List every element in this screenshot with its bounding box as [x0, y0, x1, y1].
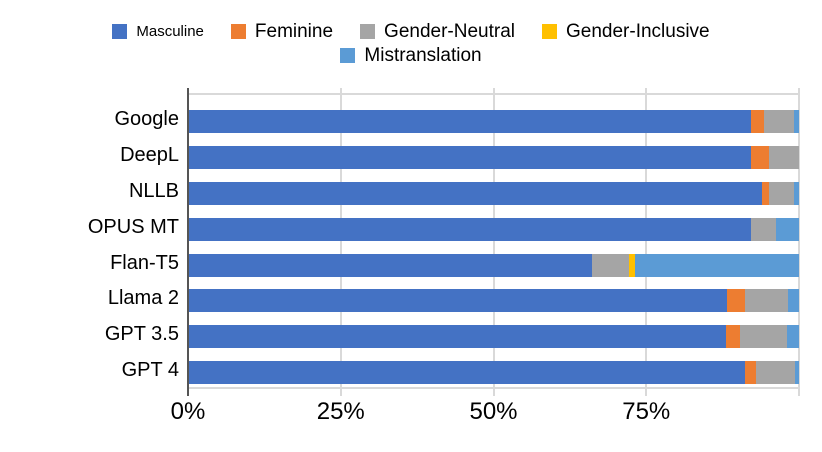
bar-row-gpt-4: [188, 360, 799, 384]
bar-row-flan-t5: [188, 253, 799, 277]
legend-label-feminine: Feminine: [254, 21, 334, 42]
category-label-google: Google: [114, 108, 180, 131]
legend-item-masculine: Masculine: [112, 24, 204, 39]
bar-segment-deepl-gender-neutral: [769, 146, 799, 170]
percent-axis: 0% 25% 50% 75%: [0, 398, 822, 432]
tick-label-75: 75%: [622, 398, 671, 425]
bar-segment-google-mistranslation: [794, 110, 799, 134]
bar-segment-gpt-3-5-masculine: [188, 325, 727, 349]
legend-swatch-gender-inclusive: [542, 24, 557, 39]
category-label-gpt-3-5: GPT 3.5: [104, 323, 179, 346]
bar-row-gpt-3-5: [188, 325, 799, 349]
legend-swatch-gender-neutral: [360, 24, 376, 39]
legend-item-gender-inclusive: Gender-Inclusive: [542, 22, 710, 41]
legend-row-1: Masculine Feminine Gender-Neutral Gender-In…: [112, 21, 710, 42]
legend-label-masculine: Masculine: [136, 23, 204, 40]
bar-segment-opus-mt-masculine: [188, 217, 752, 241]
legend-label-gender-inclusive: Gender-Inclusive: [566, 21, 710, 42]
bar-segment-gpt-4-feminine: [744, 360, 756, 384]
bar-segment-gpt-4-masculine: [188, 360, 745, 384]
bar-row-deepl: [188, 146, 799, 170]
category-label-gpt-4: GPT 4: [121, 358, 179, 381]
gridline-25: [339, 88, 342, 396]
category-label-flan-t5: Flan-T5: [110, 251, 179, 274]
bar-segment-deepl-feminine: [750, 146, 770, 170]
bar-segment-llama-2-mistranslation: [787, 289, 799, 313]
bar-row-llama-2: [188, 289, 799, 313]
bar-segment-flan-t5-gender-neutral: [592, 253, 629, 277]
bar-segment-llama-2-masculine: [188, 289, 727, 313]
legend-item-feminine: Feminine: [230, 21, 334, 42]
bar-segment-flan-t5-mistranslation: [635, 253, 799, 277]
tick-label-50: 50%: [469, 398, 518, 425]
gridline-100: [798, 88, 800, 396]
bar-segment-gpt-4-mistranslation: [794, 360, 799, 384]
legend-swatch-masculine: [112, 24, 128, 39]
category-axis: Google DeepL NLLB OPUS MT Flan-T5 Llama 2 GPT …: [0, 93, 179, 385]
bar-segment-nllb-gender-neutral: [769, 181, 795, 205]
bar-segment-llama-2-gender-neutral: [744, 289, 788, 313]
bar-row-nllb: [188, 181, 799, 205]
tick-label-0: 0%: [170, 398, 206, 425]
legend-swatch-mistranslation: [340, 48, 356, 63]
bar-segment-flan-t5-masculine: [188, 253, 593, 277]
bar-segment-gpt-3-5-mistranslation: [787, 325, 799, 349]
bar-segment-nllb-feminine: [762, 181, 770, 205]
category-label-llama-2: Llama 2: [107, 287, 179, 310]
category-label-nllb: NLLB: [128, 179, 179, 202]
plot-area: [187, 88, 800, 396]
bar-segment-gpt-3-5-gender-neutral: [739, 325, 788, 349]
bar-row-google: [188, 110, 799, 134]
bar-segment-flan-t5-gender-inclusive: [628, 253, 636, 277]
gridline-75: [645, 88, 648, 396]
category-label-opus-mt: OPUS MT: [87, 215, 179, 238]
bar-segment-google-masculine: [188, 110, 752, 134]
bar-segment-nllb-mistranslation: [794, 181, 799, 205]
legend-label-gender-neutral: Gender-Neutral: [384, 21, 515, 42]
bar-segment-gpt-4-gender-neutral: [755, 360, 795, 384]
legend-row-2: Mistranslation: [340, 45, 482, 66]
legend-item-gender-neutral: Gender-Neutral: [360, 22, 515, 41]
legend: Masculine Feminine Gender-Neutral Gender-In…: [0, 22, 822, 65]
gridline-50: [492, 88, 495, 396]
legend-label-mistranslation: Mistranslation: [364, 45, 482, 66]
bar-segment-opus-mt-gender-neutral: [751, 217, 776, 241]
bar-segment-gpt-3-5-feminine: [726, 325, 740, 349]
legend-swatch-feminine: [230, 24, 246, 39]
gridline-0: [187, 88, 189, 396]
bar-segment-google-gender-neutral: [764, 110, 795, 134]
legend-item-mistranslation: Mistranslation: [340, 45, 482, 66]
bar-row-opus-mt: [188, 217, 799, 241]
category-label-deepl: DeepL: [120, 144, 179, 167]
bar-segment-opus-mt-mistranslation: [775, 217, 799, 241]
bar-segment-llama-2-feminine: [726, 289, 745, 313]
bar-segment-google-feminine: [751, 110, 765, 134]
bar-segment-deepl-masculine: [188, 146, 751, 170]
bar-segment-nllb-masculine: [188, 181, 763, 205]
tick-label-25: 25%: [316, 398, 365, 425]
